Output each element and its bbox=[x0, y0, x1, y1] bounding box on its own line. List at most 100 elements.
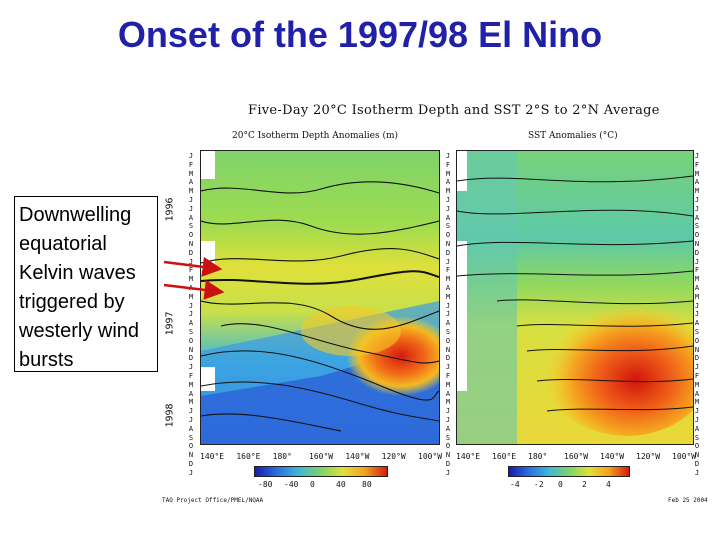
sst-anomaly-panel bbox=[456, 150, 694, 445]
month-tick: J bbox=[694, 204, 700, 213]
month-tick: A bbox=[694, 389, 700, 398]
month-tick: D bbox=[188, 354, 194, 363]
month-tick: J bbox=[694, 415, 700, 424]
month-tick: M bbox=[188, 398, 194, 407]
month-tick: M bbox=[694, 169, 700, 178]
axis-tick-label: 140°E bbox=[456, 452, 481, 461]
axis-tick-label: 40 bbox=[336, 480, 346, 489]
month-tick: J bbox=[445, 310, 451, 319]
axis-tick-label: 180° bbox=[272, 452, 292, 461]
month-tick: J bbox=[445, 468, 451, 477]
month-tick: S bbox=[445, 433, 451, 442]
month-tick: A bbox=[445, 319, 451, 328]
month-tick: N bbox=[188, 345, 194, 354]
month-tick: M bbox=[694, 292, 700, 301]
month-tick: M bbox=[188, 169, 194, 178]
left-colorbar bbox=[254, 466, 388, 477]
month-tick: M bbox=[445, 292, 451, 301]
month-tick: S bbox=[188, 327, 194, 336]
month-tick: J bbox=[188, 257, 194, 266]
axis-tick-label: 160°E bbox=[492, 452, 517, 461]
month-tick: F bbox=[445, 371, 451, 380]
month-tick: N bbox=[445, 451, 451, 460]
axis-tick-label: 160°E bbox=[236, 452, 261, 461]
month-tick: O bbox=[188, 336, 194, 345]
month-tick: F bbox=[694, 266, 700, 275]
month-tick: M bbox=[188, 275, 194, 284]
month-tick: A bbox=[188, 319, 194, 328]
month-tick: A bbox=[445, 178, 451, 187]
month-tick: J bbox=[188, 310, 194, 319]
month-tick: A bbox=[694, 283, 700, 292]
month-tick: D bbox=[694, 248, 700, 257]
month-tick: N bbox=[445, 239, 451, 248]
axis-tick-label: 140°E bbox=[200, 452, 225, 461]
month-tick: J bbox=[694, 195, 700, 204]
axis-tick-label: 160°W bbox=[309, 452, 334, 461]
month-tick: A bbox=[694, 424, 700, 433]
axis-tick-label: 160°W bbox=[564, 452, 589, 461]
month-tick: N bbox=[694, 345, 700, 354]
date-text: Feb 25 2004 bbox=[668, 497, 708, 504]
month-tick: A bbox=[188, 213, 194, 222]
kelvin-wave-callout: Downwelling equatorial Kelvin waves trig… bbox=[14, 196, 158, 372]
axis-tick-label: 2 bbox=[582, 480, 587, 489]
month-tick: A bbox=[445, 424, 451, 433]
month-tick: D bbox=[445, 248, 451, 257]
axis-tick-label: 100°W bbox=[672, 452, 697, 461]
month-tick: S bbox=[188, 222, 194, 231]
month-tick: J bbox=[694, 257, 700, 266]
month-tick: F bbox=[188, 371, 194, 380]
month-tick: D bbox=[694, 354, 700, 363]
month-tick: J bbox=[188, 363, 194, 372]
month-tick: D bbox=[694, 459, 700, 468]
month-tick: J bbox=[188, 195, 194, 204]
arrow-1 bbox=[163, 256, 223, 277]
figure-title: Five-Day 20°C Isotherm Depth and SST 2°S… bbox=[248, 103, 660, 118]
month-tick: J bbox=[445, 257, 451, 266]
month-tick: M bbox=[188, 380, 194, 389]
month-tick: D bbox=[188, 248, 194, 257]
month-tick: J bbox=[188, 301, 194, 310]
month-tick: M bbox=[188, 292, 194, 301]
month-tick: D bbox=[445, 459, 451, 468]
month-tick: M bbox=[445, 380, 451, 389]
month-tick: M bbox=[445, 187, 451, 196]
month-tick: J bbox=[694, 363, 700, 372]
axis-tick-label: 180° bbox=[528, 452, 548, 461]
month-tick: S bbox=[188, 433, 194, 442]
month-tick: M bbox=[694, 380, 700, 389]
month-tick: A bbox=[694, 178, 700, 187]
month-tick: S bbox=[694, 222, 700, 231]
month-tick: M bbox=[188, 187, 194, 196]
month-tick: J bbox=[188, 204, 194, 213]
month-tick: S bbox=[694, 433, 700, 442]
month-tick: F bbox=[445, 266, 451, 275]
month-tick: O bbox=[188, 442, 194, 451]
axis-tick-label: 120°W bbox=[636, 452, 661, 461]
axis-tick-label: 140°W bbox=[600, 452, 625, 461]
month-tick: O bbox=[694, 336, 700, 345]
month-tick: J bbox=[694, 468, 700, 477]
month-tick: D bbox=[445, 354, 451, 363]
month-tick: O bbox=[445, 336, 451, 345]
axis-tick-label: 100°W bbox=[418, 452, 443, 461]
month-tick: M bbox=[694, 187, 700, 196]
month-tick: J bbox=[445, 407, 451, 416]
month-tick: J bbox=[445, 415, 451, 424]
month-tick: M bbox=[445, 398, 451, 407]
month-tick: M bbox=[694, 398, 700, 407]
axis-tick-label: 120°W bbox=[381, 452, 406, 461]
axis-tick-label: 80 bbox=[362, 480, 372, 489]
month-tick: J bbox=[694, 310, 700, 319]
month-tick: A bbox=[445, 283, 451, 292]
month-tick: F bbox=[694, 371, 700, 380]
month-tick: J bbox=[445, 204, 451, 213]
axis-tick-label: -4 bbox=[510, 480, 520, 489]
arrow-2 bbox=[163, 279, 225, 300]
month-tick: N bbox=[694, 451, 700, 460]
axis-tick-label: -80 bbox=[258, 480, 273, 489]
